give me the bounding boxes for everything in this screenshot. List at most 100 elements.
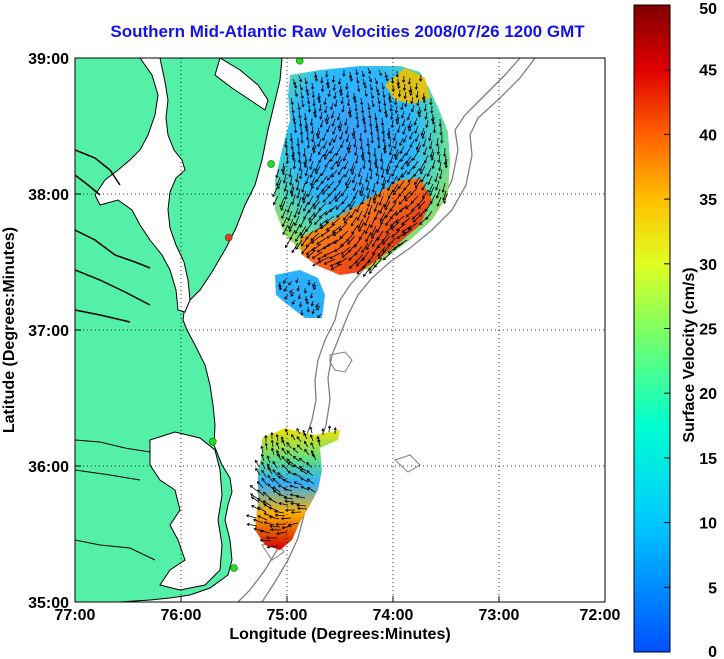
velocity-arrow <box>302 429 307 437</box>
velocity-arrow <box>412 160 419 170</box>
velocity-arrow <box>334 244 345 252</box>
velocity-arrow <box>405 209 415 218</box>
velocity-arrow <box>281 439 286 447</box>
velocity-arrow <box>405 147 411 156</box>
velocity-arrow <box>281 456 288 463</box>
velocity-arrow <box>323 250 335 257</box>
velocity-arrow <box>360 105 365 114</box>
velocity-arrow <box>348 251 358 261</box>
velocity-arrow <box>435 188 441 199</box>
velocity-arrow <box>292 159 297 170</box>
velocity-arrow <box>362 159 366 170</box>
velocity-arrow <box>428 132 432 142</box>
x-axis-label: Longitude (Degrees:Minutes) <box>229 626 450 643</box>
velocity-arrow <box>363 207 369 219</box>
velocity-arrow <box>332 126 337 135</box>
velocity-arrow <box>293 81 298 89</box>
velocity-arrow <box>419 162 425 172</box>
velocity-arrow <box>344 125 349 135</box>
velocity-arrow <box>273 510 285 514</box>
velocity-arrow <box>378 104 382 113</box>
velocity-arrow <box>337 158 343 168</box>
velocity-arrow <box>322 242 334 250</box>
velocity-arrow <box>442 147 447 158</box>
velocity-arrow <box>337 166 344 176</box>
velocity-arrow <box>399 204 408 213</box>
velocity-arrow <box>401 225 412 233</box>
velocity-arrow <box>375 123 380 133</box>
velocity-arrow <box>267 466 273 475</box>
velocity-arrow <box>406 112 411 121</box>
velocity-arrow <box>350 216 358 227</box>
velocity-arrow <box>320 76 324 84</box>
velocity-arrow <box>310 442 315 450</box>
velocity-arrow <box>406 155 412 164</box>
velocity-arrow <box>356 210 363 221</box>
velocity-arrow <box>290 291 295 297</box>
velocity-arrow <box>406 158 413 167</box>
velocity-arrow <box>288 280 293 286</box>
velocity-field-north-highspeed <box>300 178 432 275</box>
velocity-arrow <box>306 478 315 485</box>
velocity-arrow <box>336 257 348 265</box>
velocity-arrow <box>257 481 264 489</box>
x-tick-label: 76:00 <box>161 607 202 624</box>
velocity-arrow <box>357 84 361 93</box>
velocity-arrow <box>272 469 279 477</box>
velocity-arrow <box>349 259 359 269</box>
velocity-arrow <box>361 70 365 78</box>
velocity-arrow <box>297 102 301 111</box>
velocity-arrow <box>295 231 302 243</box>
velocity-arrow <box>429 148 434 158</box>
velocity-arrow <box>297 293 302 300</box>
velocity-arrow <box>292 456 300 462</box>
velocity-arrow <box>311 235 321 244</box>
velocity-arrow <box>298 75 303 83</box>
velocity-arrow <box>427 175 433 186</box>
velocity-arrow <box>282 478 292 484</box>
x-tick-label: 72:00 <box>580 607 621 624</box>
velocity-arrow <box>387 130 391 140</box>
velocity-arrow <box>332 228 343 237</box>
colorbar-tick-label: 5 <box>708 580 717 597</box>
velocity-arrow <box>423 146 428 156</box>
velocity-arrow <box>309 434 314 442</box>
velocity-arrow <box>442 190 447 201</box>
velocity-arrow <box>356 76 360 84</box>
velocity-arrow <box>414 82 419 91</box>
velocity-arrow <box>296 196 302 208</box>
velocity-arrow <box>358 221 365 232</box>
velocity-arrow <box>257 489 265 497</box>
velocity-arrow <box>310 176 316 186</box>
velocity-arrow <box>303 112 308 122</box>
velocity-arrow <box>396 231 407 239</box>
velocity-arrow <box>365 172 369 183</box>
velocity-arrow <box>359 183 364 194</box>
velocity-arrow <box>296 427 301 435</box>
velocity-arrow <box>335 147 341 157</box>
velocity-arrow <box>314 74 319 82</box>
velocity-arrow <box>342 152 348 162</box>
velocity-arrow <box>292 151 296 162</box>
velocity-arrow <box>260 453 265 462</box>
velocity-arrow <box>390 221 400 230</box>
velocity-arrow <box>322 132 327 141</box>
velocity-arrow <box>245 514 257 519</box>
velocity-arrow <box>380 214 387 225</box>
velocity-arrow <box>359 132 363 142</box>
velocity-arrow <box>305 131 310 141</box>
velocity-arrow <box>261 461 266 470</box>
velocity-arrow <box>253 527 265 532</box>
velocity-arrow <box>288 167 292 178</box>
velocity-arrow <box>361 242 369 254</box>
velocity-arrow <box>300 91 304 100</box>
velocity-arrow <box>377 246 386 257</box>
velocity-arrow <box>280 436 285 444</box>
velocity-arrow <box>354 103 358 112</box>
velocity-arrow <box>303 432 308 440</box>
velocity-arrow <box>380 117 385 127</box>
velocity-arrow <box>367 196 372 208</box>
velocity-arrow <box>369 83 373 91</box>
colorbar-tick-label: 10 <box>699 516 717 533</box>
